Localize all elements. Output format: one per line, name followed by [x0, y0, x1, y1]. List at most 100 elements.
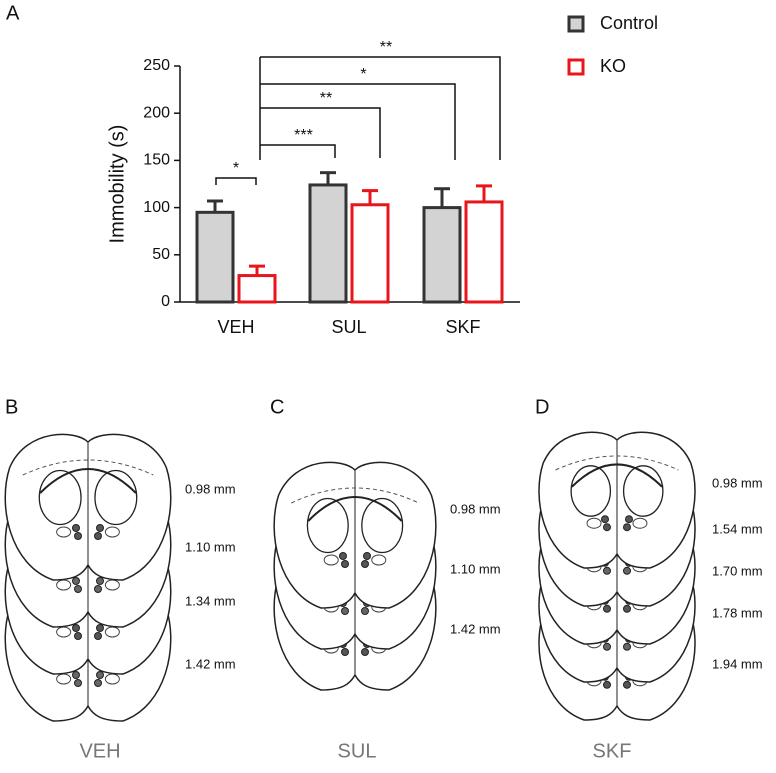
legend-swatch — [567, 15, 585, 33]
placement-dot — [339, 552, 347, 560]
panel-label: A — [6, 2, 20, 24]
depth-label: 1.42 mm — [185, 656, 236, 671]
corpus-callosum — [307, 496, 403, 522]
placement-dot — [96, 524, 104, 532]
y-tick-label: 100 — [143, 199, 170, 216]
legend-label: Control — [600, 13, 658, 33]
x-tick-label: SKF — [445, 317, 480, 337]
placement-dot — [94, 632, 102, 640]
significance-label: *** — [294, 127, 313, 144]
legend-label: KO — [600, 56, 626, 76]
placement-dot — [74, 679, 82, 687]
placement-dot — [361, 648, 369, 656]
placement-dot — [72, 524, 80, 532]
y-tick-label: 250 — [143, 57, 170, 74]
brain-section — [4, 433, 172, 581]
placement-dot — [341, 607, 349, 615]
caption: VEH — [79, 740, 120, 762]
placement-dot — [623, 604, 631, 613]
placement-dot — [603, 566, 611, 575]
caption: SUL — [338, 740, 377, 762]
placement-dot — [94, 532, 102, 540]
bar — [195, 210, 235, 304]
placement-dot — [603, 680, 611, 689]
brain-section — [538, 431, 696, 569]
placement-dot — [625, 515, 633, 524]
significance-label: * — [360, 66, 366, 83]
bracket — [260, 107, 381, 158]
placement-dot — [623, 566, 631, 575]
striatum — [38, 469, 82, 526]
placement-dot — [72, 671, 80, 679]
striatum — [361, 497, 404, 554]
placement-dot — [341, 560, 349, 568]
bar — [464, 200, 504, 304]
bar — [237, 274, 277, 304]
nucleus — [56, 526, 72, 538]
placement-dot — [603, 642, 611, 651]
placement-dot — [96, 577, 104, 585]
inner-contour — [291, 487, 419, 504]
depth-label: 1.10 mm — [450, 561, 501, 576]
depth-label: 0.98 mm — [185, 481, 236, 496]
bracket — [260, 83, 456, 160]
placement-dot — [72, 577, 80, 585]
striatum — [570, 465, 612, 517]
placement-dot — [94, 585, 102, 593]
inner-contour — [555, 455, 679, 471]
depth-label: 1.10 mm — [185, 539, 236, 554]
placement-dot — [361, 560, 369, 568]
y-tick-label: 0 — [161, 293, 170, 310]
depth-label: 1.94 mm — [712, 656, 763, 671]
placement-dot — [96, 624, 104, 632]
y-axis-label: Immobility (s) — [106, 125, 128, 244]
striatum — [306, 497, 349, 554]
corpus-callosum — [39, 468, 137, 494]
placement-dot — [623, 680, 631, 689]
significance-label: * — [233, 160, 239, 177]
placement-dot — [74, 585, 82, 593]
nucleus — [586, 517, 602, 529]
striatum — [94, 469, 138, 526]
depth-label: 1.34 mm — [185, 593, 236, 608]
legend-swatch — [567, 58, 585, 76]
placement-dot — [603, 604, 611, 613]
placement-dot — [74, 532, 82, 540]
placement-dot — [603, 523, 611, 532]
bracket — [215, 177, 257, 185]
placement-dot — [363, 552, 371, 560]
panel-label: D — [535, 396, 549, 418]
panel-label: B — [5, 396, 18, 418]
brain-section — [273, 461, 437, 609]
placement-dot — [341, 648, 349, 656]
placement-dot — [601, 515, 609, 524]
depth-label: 1.78 mm — [712, 605, 763, 620]
depth-label: 1.42 mm — [450, 621, 501, 636]
placement-dot — [96, 671, 104, 679]
inner-contour — [22, 459, 154, 476]
x-tick-label: SUL — [331, 317, 366, 337]
nucleus — [323, 554, 339, 566]
x-tick-label: VEH — [217, 317, 254, 337]
placement-dot — [623, 523, 631, 532]
corpus-callosum — [571, 463, 663, 488]
y-tick-label: 200 — [143, 104, 170, 121]
depth-label: 1.70 mm — [712, 563, 763, 578]
placement-dot — [94, 679, 102, 687]
nucleus — [104, 526, 120, 538]
y-tick-label: 150 — [143, 152, 170, 169]
depth-label: 0.98 mm — [712, 475, 763, 490]
depth-label: 0.98 mm — [450, 501, 501, 516]
placement-dot — [72, 624, 80, 632]
nucleus — [371, 554, 387, 566]
y-tick-label: 50 — [152, 246, 170, 263]
placement-dot — [74, 632, 82, 640]
bracket — [260, 144, 336, 158]
placement-dot — [361, 607, 369, 615]
bracket — [260, 56, 501, 160]
placement-dot — [623, 642, 631, 651]
bar — [350, 203, 390, 304]
bar — [422, 206, 462, 304]
striatum — [622, 465, 664, 517]
